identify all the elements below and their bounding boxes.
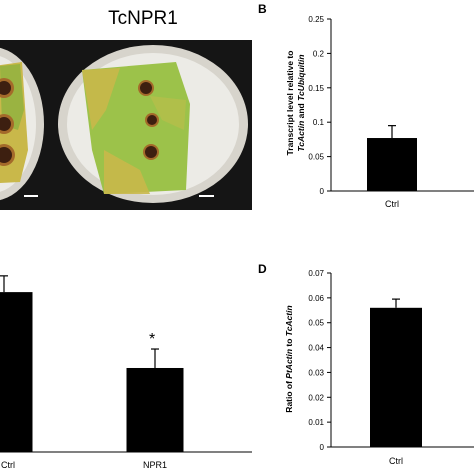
panel-d-y-tick-label: 0: [320, 443, 325, 452]
panel-d-y-tick-label: 0.05: [308, 319, 324, 328]
panel-b-y-tick-label: 0: [320, 187, 325, 196]
panel-c-significance-star: *: [149, 331, 156, 348]
control-dish: [0, 47, 44, 201]
panel-d-y-tick-label: 0.06: [308, 294, 324, 303]
npr1-leaf-yellow-1: [82, 68, 120, 130]
npr1-lesion-1-core: [140, 82, 152, 94]
panel-b-y-tick-label: 0.2: [313, 49, 325, 58]
panel-b-y-tick-label: 0.1: [313, 118, 325, 127]
panel-b-y-tick-label: 0.15: [308, 84, 324, 93]
panel-c-bar-ctrl: [0, 292, 33, 452]
panel-b-y-tick-label: 0.05: [308, 153, 324, 162]
panel-b-y-tick-label: 0.25: [308, 15, 324, 24]
panel-d-y-tick-label: 0.03: [308, 368, 324, 377]
control-lesion-1-core: [0, 81, 11, 95]
panel-d-y-tick-label: 0.02: [308, 393, 324, 402]
panel-c-category-label: NPR1: [143, 460, 167, 470]
panel-d-bar-ctrl: [370, 307, 422, 447]
panel-b-category-label: Ctrl: [385, 199, 399, 209]
npr1-leaf-yellow-2: [104, 150, 150, 194]
npr1-lesion-2-core: [147, 115, 157, 125]
panel-d-y-tick-label: 0.01: [308, 418, 324, 427]
panel-c-bar-npr1: [126, 367, 184, 452]
leaf-disc-photo: [0, 40, 252, 210]
panel-b-letter: B: [258, 2, 267, 16]
control-lesion-2-core: [0, 117, 11, 131]
control-lesion-3-core: [0, 147, 12, 163]
npr1-dish: [58, 45, 248, 203]
panel-b-bar-ctrl: [367, 138, 417, 191]
npr1-lesion-3-core: [145, 146, 157, 158]
npr1-leaf-yellow-3: [150, 96, 186, 130]
panel-d-category-label: Ctrl: [389, 456, 403, 466]
panel-c-category-label: Ctrl: [1, 460, 15, 470]
panel-d-y-tick-label: 0.04: [308, 344, 324, 353]
panel-d-y-tick-label: 0.07: [308, 269, 324, 278]
photo-title: TcNPR1: [108, 8, 178, 29]
panel-d-letter: D: [258, 262, 267, 276]
